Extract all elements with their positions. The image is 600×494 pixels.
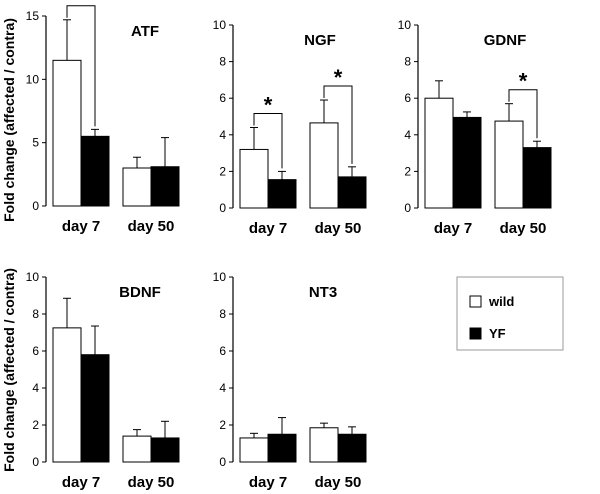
y-tick-label: 8 (32, 307, 39, 321)
legend-label-yf: YF (489, 326, 506, 341)
y-tick-label: 6 (32, 344, 39, 358)
y-tick-label: 8 (404, 55, 411, 69)
panel-title: BDNF (119, 284, 161, 301)
y-tick-label: 10 (213, 270, 227, 284)
y-tick-label: 2 (404, 164, 411, 178)
y-tick-label: 10 (213, 18, 227, 32)
significance-bracket (66, 5, 96, 127)
panel-title: ATF (131, 23, 159, 40)
significance-star: * (77, 0, 86, 10)
y-tick-label: 8 (219, 307, 226, 321)
bar-yf-day50 (337, 176, 367, 209)
significance-star: * (334, 65, 343, 90)
chart-panels: 0 5 10 15 ATF day 7 day 50 * 0 2 4 6 8 10 NGF day 7 day … (26, 0, 552, 491)
y-tick-label: 4 (219, 381, 226, 395)
bar-wild-day50 (122, 435, 152, 463)
y-tick-label: 2 (32, 418, 39, 432)
category-label: day 50 (315, 220, 362, 237)
legend-swatch-yf (469, 327, 482, 340)
y-tick-label: 2 (219, 164, 226, 178)
y-tick-label: 0 (219, 201, 226, 215)
y-tick-label: 4 (219, 128, 226, 142)
bar-yf-day7 (80, 354, 110, 463)
category-label: day 7 (249, 220, 287, 237)
y-tick-label: 8 (219, 55, 226, 69)
category-label: day 50 (128, 474, 175, 491)
significance-bracket (253, 112, 283, 169)
y-tick-label: 10 (26, 270, 40, 284)
panel-atf: 0 5 10 15 ATF day 7 day 50 * (26, 0, 180, 235)
y-tick-label: 0 (32, 199, 39, 213)
y-tick-label: 5 (32, 136, 39, 150)
category-label: day 7 (434, 220, 472, 237)
bar-wild-day7 (239, 148, 269, 209)
bar-yf-day7 (452, 116, 482, 209)
y-tick-label: 6 (404, 91, 411, 105)
category-label: day 50 (128, 218, 175, 235)
y-tick-label: 6 (219, 344, 226, 358)
legend-frame (456, 276, 564, 351)
y-tick-label: 0 (32, 455, 39, 469)
significance-bracket (508, 89, 538, 139)
category-label: day 50 (500, 220, 547, 237)
category-label: day 7 (249, 474, 287, 491)
y-tick-label: 0 (404, 201, 411, 215)
bar-wild-day50 (494, 120, 524, 209)
y-tick-label: 6 (219, 91, 226, 105)
significance-star: * (519, 69, 528, 94)
y-axis-label-top: Fold change (affected / contra) (1, 18, 17, 222)
bar-yf-day50 (337, 433, 367, 463)
significance-bracket (323, 85, 353, 164)
panel-nt3: 0 2 4 6 8 10 NT3 day 7 day 50 (213, 270, 367, 491)
y-tick-label: 2 (219, 418, 226, 432)
bar-yf-day50 (150, 166, 180, 207)
bar-wild-day7 (239, 437, 269, 463)
bar-yf-day7 (80, 135, 110, 207)
y-tick-label: 0 (219, 455, 226, 469)
y-tick-label: 15 (26, 9, 40, 23)
y-tick-label: 10 (26, 72, 40, 86)
panel-bdnf: 0 2 4 6 8 10 BDNF day 7 day 50 (26, 270, 180, 491)
panel-gdnf: 0 2 4 6 8 10 GDNF day 7 day 50 * (398, 18, 552, 237)
y-axis-label-bottom: Fold change (affected / contra) (1, 268, 17, 472)
significance-star: * (264, 92, 273, 117)
legend: wild YF (456, 276, 564, 351)
legend-swatch-wild (469, 295, 482, 308)
y-tick-label: 10 (398, 18, 412, 32)
y-tick-label: 4 (404, 128, 411, 142)
bar-yf-day50 (522, 147, 552, 209)
bar-yf-day50 (150, 437, 180, 463)
bar-wild-day50 (122, 167, 152, 207)
bar-wild-day7 (52, 327, 82, 463)
bar-wild-day50 (309, 122, 339, 209)
panel-ngf: 0 2 4 6 8 10 NGF day 7 day 50 * * (213, 18, 367, 237)
category-label: day 7 (62, 474, 100, 491)
bar-yf-day7 (267, 179, 297, 209)
bar-wild-day7 (424, 97, 454, 209)
category-label: day 50 (315, 474, 362, 491)
bar-wild-day7 (52, 59, 82, 207)
panel-title: GDNF (484, 32, 527, 49)
bar-yf-day7 (267, 433, 297, 463)
bar-wild-day50 (309, 427, 339, 463)
legend-label-wild: wild (488, 294, 514, 309)
panel-title: NGF (304, 32, 336, 49)
category-label: day 7 (62, 218, 100, 235)
y-tick-label: 4 (32, 381, 39, 395)
panel-title: NT3 (309, 284, 337, 301)
